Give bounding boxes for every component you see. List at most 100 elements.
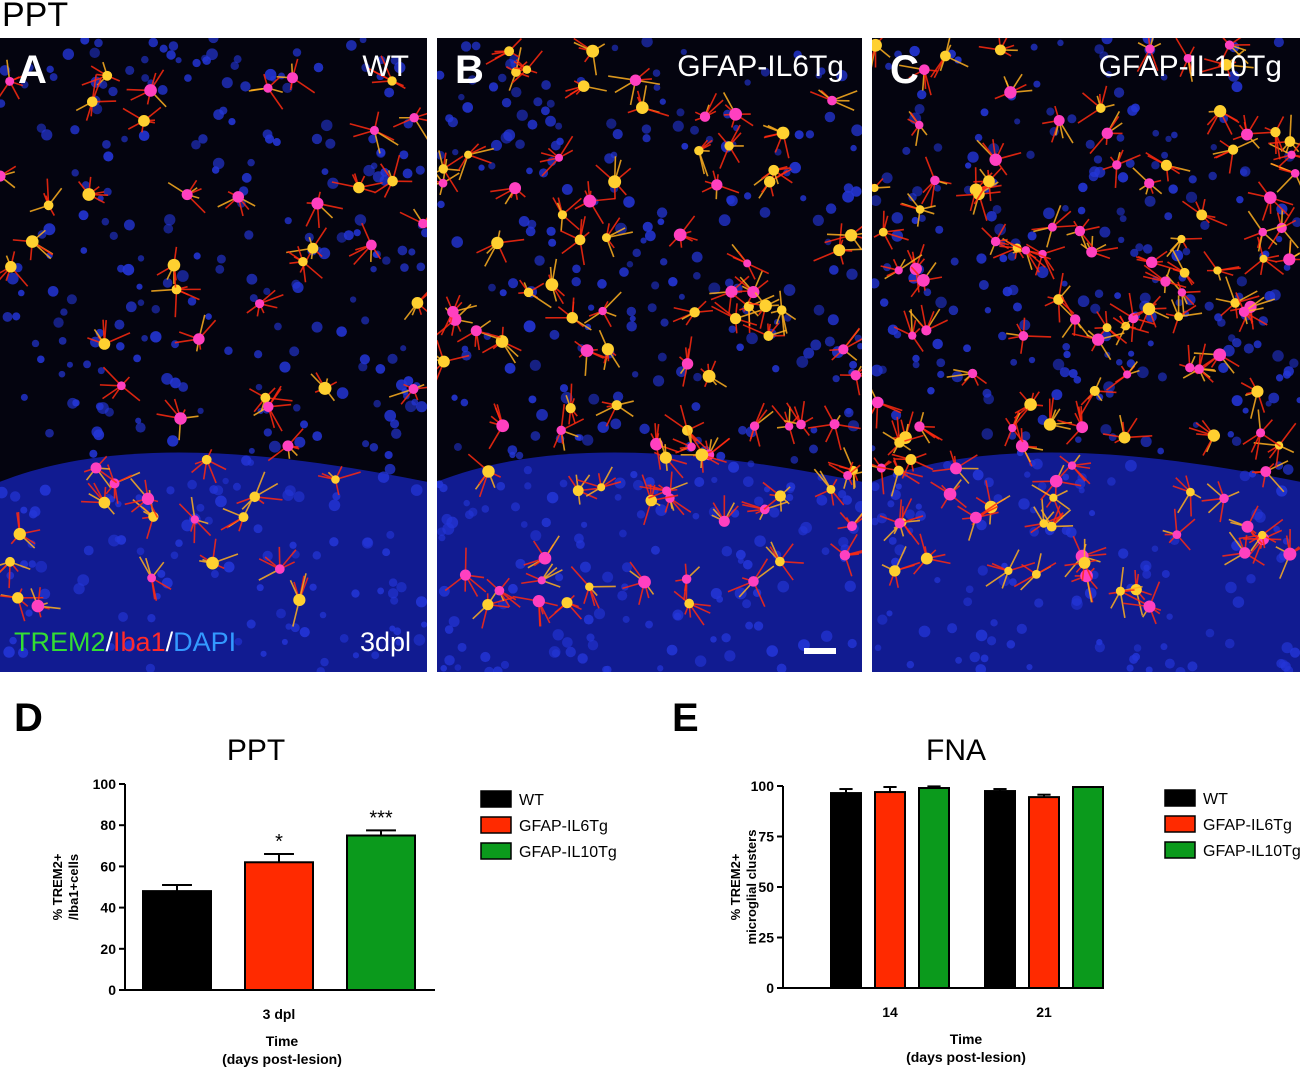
- nucleus: [965, 162, 971, 168]
- legend-label: GFAP-IL10Tg: [1203, 843, 1300, 860]
- microglia-soma: [539, 552, 552, 565]
- nucleus: [386, 531, 394, 539]
- nucleus: [1099, 227, 1110, 238]
- nucleus: [1031, 44, 1038, 51]
- microglia-soma: [482, 599, 493, 610]
- microglia-soma: [638, 576, 651, 589]
- nucleus: [213, 109, 224, 120]
- microglia-soma: [1287, 151, 1295, 159]
- nucleus: [814, 305, 825, 316]
- legend-swatch: [1165, 790, 1195, 806]
- microglia-soma: [894, 518, 904, 528]
- microglia-soma: [845, 229, 857, 241]
- nucleus: [842, 191, 854, 203]
- nucleus: [194, 252, 201, 259]
- stain-trem2: TREM2: [14, 627, 106, 657]
- nucleus: [1279, 659, 1288, 668]
- nucleus: [619, 530, 627, 538]
- panel-label-wt: WT: [362, 50, 409, 84]
- microglia-soma: [921, 553, 933, 565]
- nucleus: [550, 330, 560, 340]
- nucleus: [754, 496, 763, 505]
- nucleus: [660, 99, 666, 105]
- nucleus: [545, 116, 556, 127]
- microglia-soma: [602, 343, 614, 355]
- nucleus: [534, 255, 544, 265]
- nucleus: [329, 500, 341, 512]
- nucleus: [1208, 172, 1216, 180]
- nucleus: [300, 420, 308, 428]
- scale-bar: [804, 648, 836, 654]
- nucleus: [693, 513, 700, 520]
- nucleus: [375, 364, 385, 374]
- nucleus: [1152, 130, 1159, 137]
- nucleus: [20, 507, 27, 514]
- microglia-soma: [1194, 364, 1204, 374]
- nucleus: [282, 639, 288, 645]
- microglia-soma: [1180, 268, 1190, 278]
- nucleus: [516, 452, 523, 459]
- nucleus: [141, 335, 148, 342]
- nucleus: [746, 333, 758, 345]
- nucleus: [1117, 207, 1125, 215]
- panel-label-il10: GFAP-IL10Tg: [1099, 50, 1282, 84]
- nucleus: [59, 371, 66, 378]
- nucleus: [1137, 366, 1149, 378]
- nucleus: [1289, 359, 1298, 368]
- microglia-soma: [464, 151, 472, 159]
- microglia-soma: [1177, 235, 1185, 243]
- nucleus: [623, 616, 630, 623]
- microglia-soma: [700, 112, 710, 122]
- microglia-soma: [1054, 115, 1065, 126]
- nucleus: [1276, 485, 1287, 496]
- nucleus: [293, 48, 301, 56]
- microglia-soma: [1086, 247, 1097, 258]
- microglia-soma: [147, 574, 156, 583]
- nucleus: [249, 448, 255, 454]
- nucleus: [639, 424, 649, 434]
- nucleus: [981, 108, 989, 116]
- nucleus: [124, 220, 135, 231]
- microglia-soma: [460, 569, 471, 580]
- nucleus: [398, 246, 408, 256]
- microglia-soma: [412, 297, 424, 309]
- microglia-soma: [1239, 307, 1249, 317]
- nucleus: [1071, 598, 1083, 610]
- nucleus: [657, 665, 663, 671]
- nucleus: [416, 166, 425, 175]
- nucleus: [810, 339, 821, 350]
- nucleus: [247, 159, 254, 166]
- nucleus: [1046, 108, 1054, 116]
- nucleus: [912, 355, 919, 362]
- nucleus: [1062, 281, 1068, 287]
- microglia-soma: [759, 300, 772, 313]
- nucleus: [269, 441, 281, 453]
- microglia-soma: [908, 331, 916, 339]
- nucleus: [1187, 661, 1197, 671]
- nucleus: [531, 431, 541, 441]
- nucleus: [215, 495, 227, 507]
- nucleus: [1043, 207, 1055, 219]
- microglia-soma: [660, 452, 672, 464]
- nucleus: [632, 249, 640, 257]
- nucleus: [633, 480, 644, 491]
- nucleus: [171, 551, 179, 559]
- nucleus: [594, 608, 605, 619]
- microglia-soma: [293, 594, 305, 606]
- microglia-soma: [1174, 312, 1183, 321]
- nucleus: [849, 361, 857, 369]
- nucleus: [408, 248, 415, 255]
- microglia-soma: [914, 421, 924, 431]
- nucleus: [1152, 545, 1159, 552]
- stain-sep-1: /: [106, 627, 114, 657]
- nucleus: [360, 354, 370, 364]
- nucleus: [45, 429, 54, 438]
- nucleus: [1130, 249, 1138, 257]
- nucleus: [389, 578, 398, 587]
- microglia-soma: [910, 263, 922, 275]
- nucleus: [978, 565, 988, 575]
- nucleus: [894, 331, 902, 339]
- nucleus: [511, 87, 521, 97]
- nucleus: [164, 214, 175, 225]
- nucleus: [222, 478, 228, 484]
